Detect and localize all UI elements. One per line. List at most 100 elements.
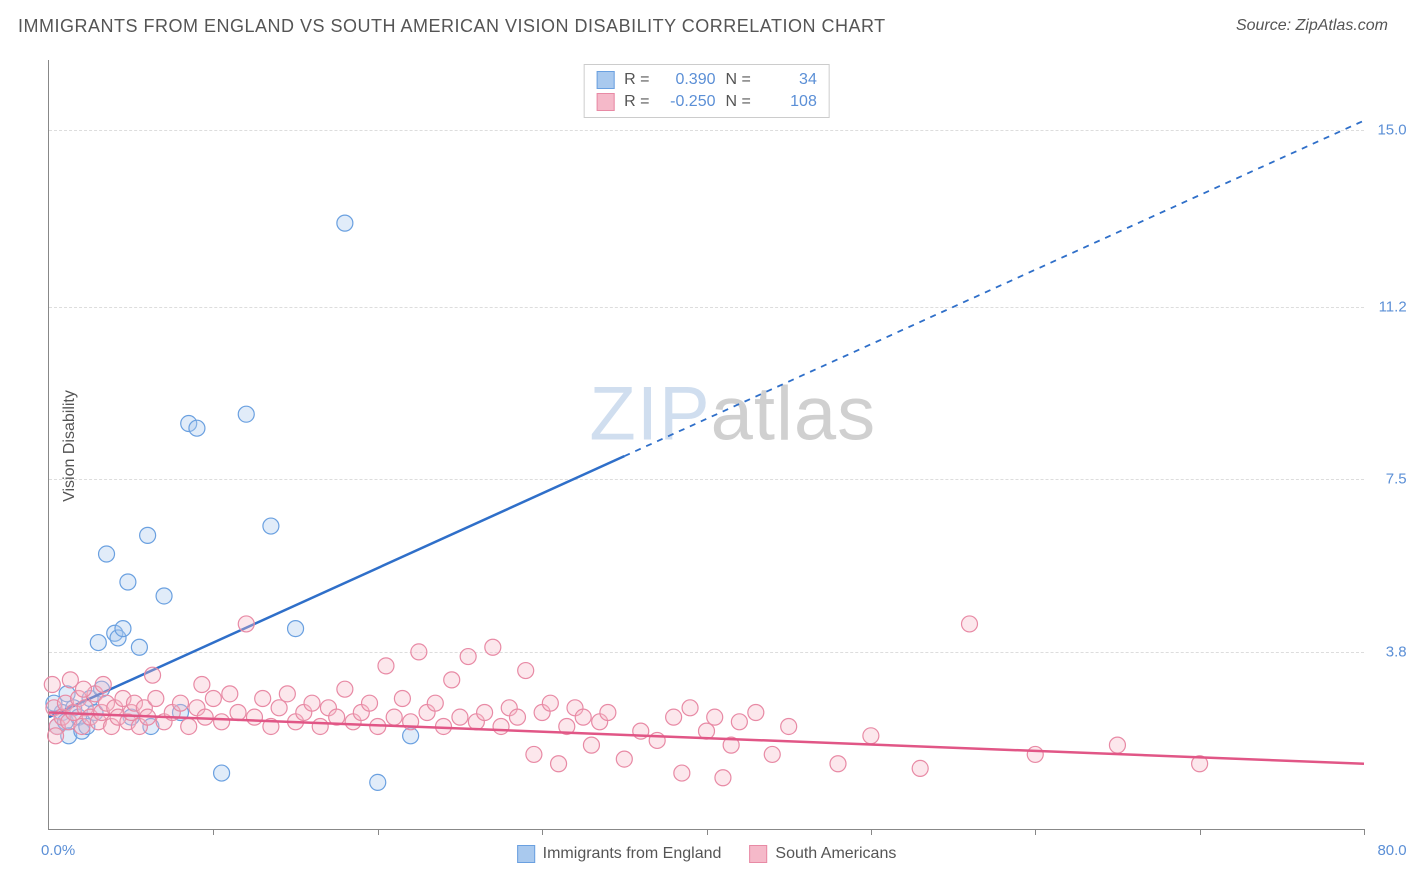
data-point (255, 691, 271, 707)
source-name: ZipAtlas.com (1296, 17, 1388, 34)
data-point (271, 700, 287, 716)
legend-label-0: Immigrants from England (543, 845, 722, 863)
data-point (764, 746, 780, 762)
data-point (731, 714, 747, 730)
data-point (156, 588, 172, 604)
data-point (181, 718, 197, 734)
data-point (145, 667, 161, 683)
legend-item-0: Immigrants from England (517, 845, 722, 863)
r-value-1: -0.250 (660, 93, 716, 111)
data-point (246, 709, 262, 725)
data-point (304, 695, 320, 711)
data-point (485, 639, 501, 655)
data-point (214, 714, 230, 730)
data-point (830, 756, 846, 772)
chart-source: Source: ZipAtlas.com (1236, 17, 1388, 35)
data-point (279, 686, 295, 702)
r-value-0: 0.390 (660, 71, 716, 89)
ytick-label: 11.2% (1370, 299, 1406, 316)
data-point (616, 751, 632, 767)
data-point (99, 546, 115, 562)
xtick (1035, 829, 1036, 835)
data-point (337, 681, 353, 697)
data-point (707, 709, 723, 725)
swatch-series-1 (596, 93, 614, 111)
xtick (1200, 829, 1201, 835)
n-value-1: 108 (761, 93, 817, 111)
data-point (575, 709, 591, 725)
data-point (288, 621, 304, 637)
data-point (715, 770, 731, 786)
r-label-0: R = (624, 71, 649, 89)
data-point (518, 663, 534, 679)
r-label-1: R = (624, 93, 649, 111)
data-point (312, 718, 328, 734)
correlation-legend: R = 0.390 N = 34 R = -0.250 N = 108 (583, 64, 830, 118)
data-point (140, 527, 156, 543)
data-point (748, 704, 764, 720)
legend-swatch-0 (517, 845, 535, 863)
data-point (551, 756, 567, 772)
data-point (76, 681, 92, 697)
data-point (1027, 746, 1043, 762)
data-point (1109, 737, 1125, 753)
data-point (131, 639, 147, 655)
data-point (460, 649, 476, 665)
data-point (526, 746, 542, 762)
data-point (600, 704, 616, 720)
ytick-label: 3.8% (1370, 643, 1406, 660)
data-point (222, 686, 238, 702)
data-point (238, 616, 254, 632)
data-point (214, 765, 230, 781)
correlation-row-0: R = 0.390 N = 34 (596, 69, 817, 91)
data-point (781, 718, 797, 734)
n-label-0: N = (726, 71, 751, 89)
data-point (44, 677, 60, 693)
legend-item-1: South Americans (749, 845, 896, 863)
data-point (362, 695, 378, 711)
data-point (962, 616, 978, 632)
xtick (1364, 829, 1365, 835)
data-point (189, 420, 205, 436)
ytick-label: 15.0% (1370, 121, 1406, 138)
data-point (452, 709, 468, 725)
data-point (148, 691, 164, 707)
data-point (863, 728, 879, 744)
data-point (394, 691, 410, 707)
ytick-label: 7.5% (1370, 471, 1406, 488)
correlation-row-1: R = -0.250 N = 108 (596, 91, 817, 113)
data-point (444, 672, 460, 688)
data-point (542, 695, 558, 711)
data-point (90, 635, 106, 651)
legend-swatch-1 (749, 845, 767, 863)
legend-label-1: South Americans (775, 845, 896, 863)
data-point (337, 215, 353, 231)
xtick (213, 829, 214, 835)
xtick (707, 829, 708, 835)
x-max-label: 80.0% (1377, 842, 1406, 859)
xtick (871, 829, 872, 835)
trend-line (49, 712, 1364, 763)
data-point (666, 709, 682, 725)
data-point (263, 518, 279, 534)
chart-header: IMMIGRANTS FROM ENGLAND VS SOUTH AMERICA… (0, 0, 1406, 52)
data-point (477, 704, 493, 720)
data-point (95, 677, 111, 693)
data-point (386, 709, 402, 725)
bottom-legend: Immigrants from England South Americans (517, 845, 897, 863)
swatch-series-0 (596, 71, 614, 89)
data-point (493, 718, 509, 734)
data-point (583, 737, 599, 753)
n-label-1: N = (726, 93, 751, 111)
data-point (370, 774, 386, 790)
trend-line-extrapolated (624, 121, 1364, 457)
xtick (378, 829, 379, 835)
data-point (674, 765, 690, 781)
chart-plot-area: ZIPatlas R = 0.390 N = 34 R = -0.250 N =… (48, 60, 1364, 830)
data-point (115, 621, 131, 637)
data-point (509, 709, 525, 725)
data-point (411, 644, 427, 660)
data-point (120, 574, 136, 590)
data-point (205, 691, 221, 707)
data-point (173, 695, 189, 711)
